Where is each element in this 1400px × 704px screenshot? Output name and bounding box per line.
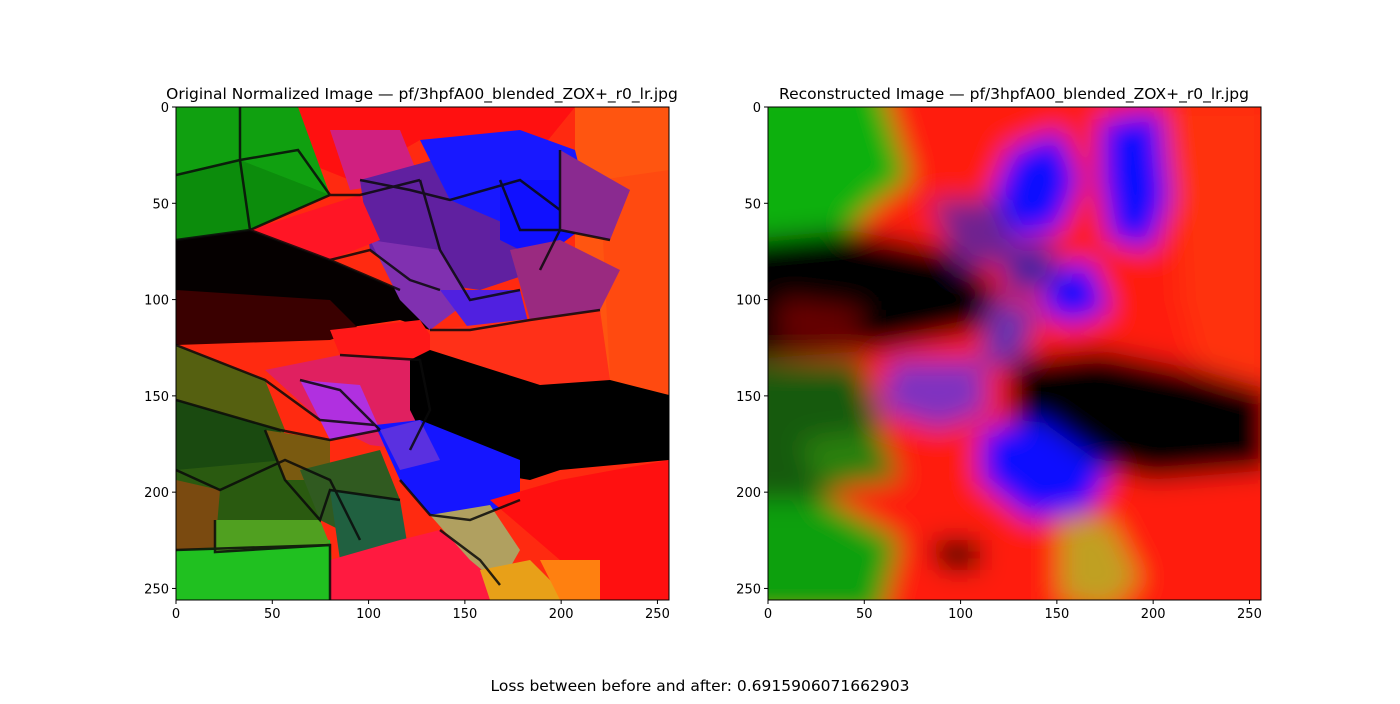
reconstructed-x-tick-label: 50 <box>856 607 873 622</box>
reconstructed-y-tick-label: 150 <box>736 390 761 405</box>
original-image-panel: Original Normalized Image — pf/3hpfA00_b… <box>144 85 678 622</box>
original-y-tick-label: 50 <box>152 197 169 212</box>
original-x-tick-label: 250 <box>645 607 670 622</box>
reconstructed-image <box>768 107 1261 600</box>
original-y-tick-label: 250 <box>144 582 169 597</box>
original-y-tick-label: 150 <box>144 390 169 405</box>
original-axes-frame <box>175 106 670 601</box>
reconstructed-y-tick-label: 250 <box>736 582 761 597</box>
reconstructed-y-tick-label: 200 <box>736 486 761 501</box>
reconstructed-x-tick-label: 250 <box>1237 607 1262 622</box>
original-image <box>176 107 669 600</box>
reconstructed-y-tick-label: 100 <box>736 294 761 309</box>
reconstructed-x-tick-label: 0 <box>764 607 772 622</box>
chart-title-original: Original Normalized Image — pf/3hpfA00_b… <box>166 85 678 104</box>
chart-title-reconstructed: Reconstructed Image — pf/3hpfA00_blended… <box>779 85 1249 104</box>
original-x-tick-label: 0 <box>172 607 180 622</box>
reconstructed-y-tick-label: 0 <box>753 101 761 116</box>
original-x-tick-label: 50 <box>264 607 281 622</box>
original-y-tick-label: 100 <box>144 294 169 309</box>
original-x-tick-label: 100 <box>356 607 381 622</box>
original-y-tick-label: 200 <box>144 486 169 501</box>
original-y-tick-label: 0 <box>161 101 169 116</box>
reconstructed-y-tick-label: 50 <box>744 197 761 212</box>
reconstructed-x-tick-label: 100 <box>948 607 973 622</box>
reconstructed-image-panel: Reconstructed Image — pf/3hpfA00_blended… <box>736 85 1262 622</box>
original-x-tick-label: 200 <box>549 607 574 622</box>
reconstructed-x-tick-label: 200 <box>1141 607 1166 622</box>
loss-caption: Loss between before and after: 0.6915906… <box>490 677 910 695</box>
reconstructed-axes-frame <box>767 106 1262 601</box>
reconstructed-x-tick-label: 150 <box>1044 607 1069 622</box>
original-x-tick-label: 150 <box>452 607 477 622</box>
